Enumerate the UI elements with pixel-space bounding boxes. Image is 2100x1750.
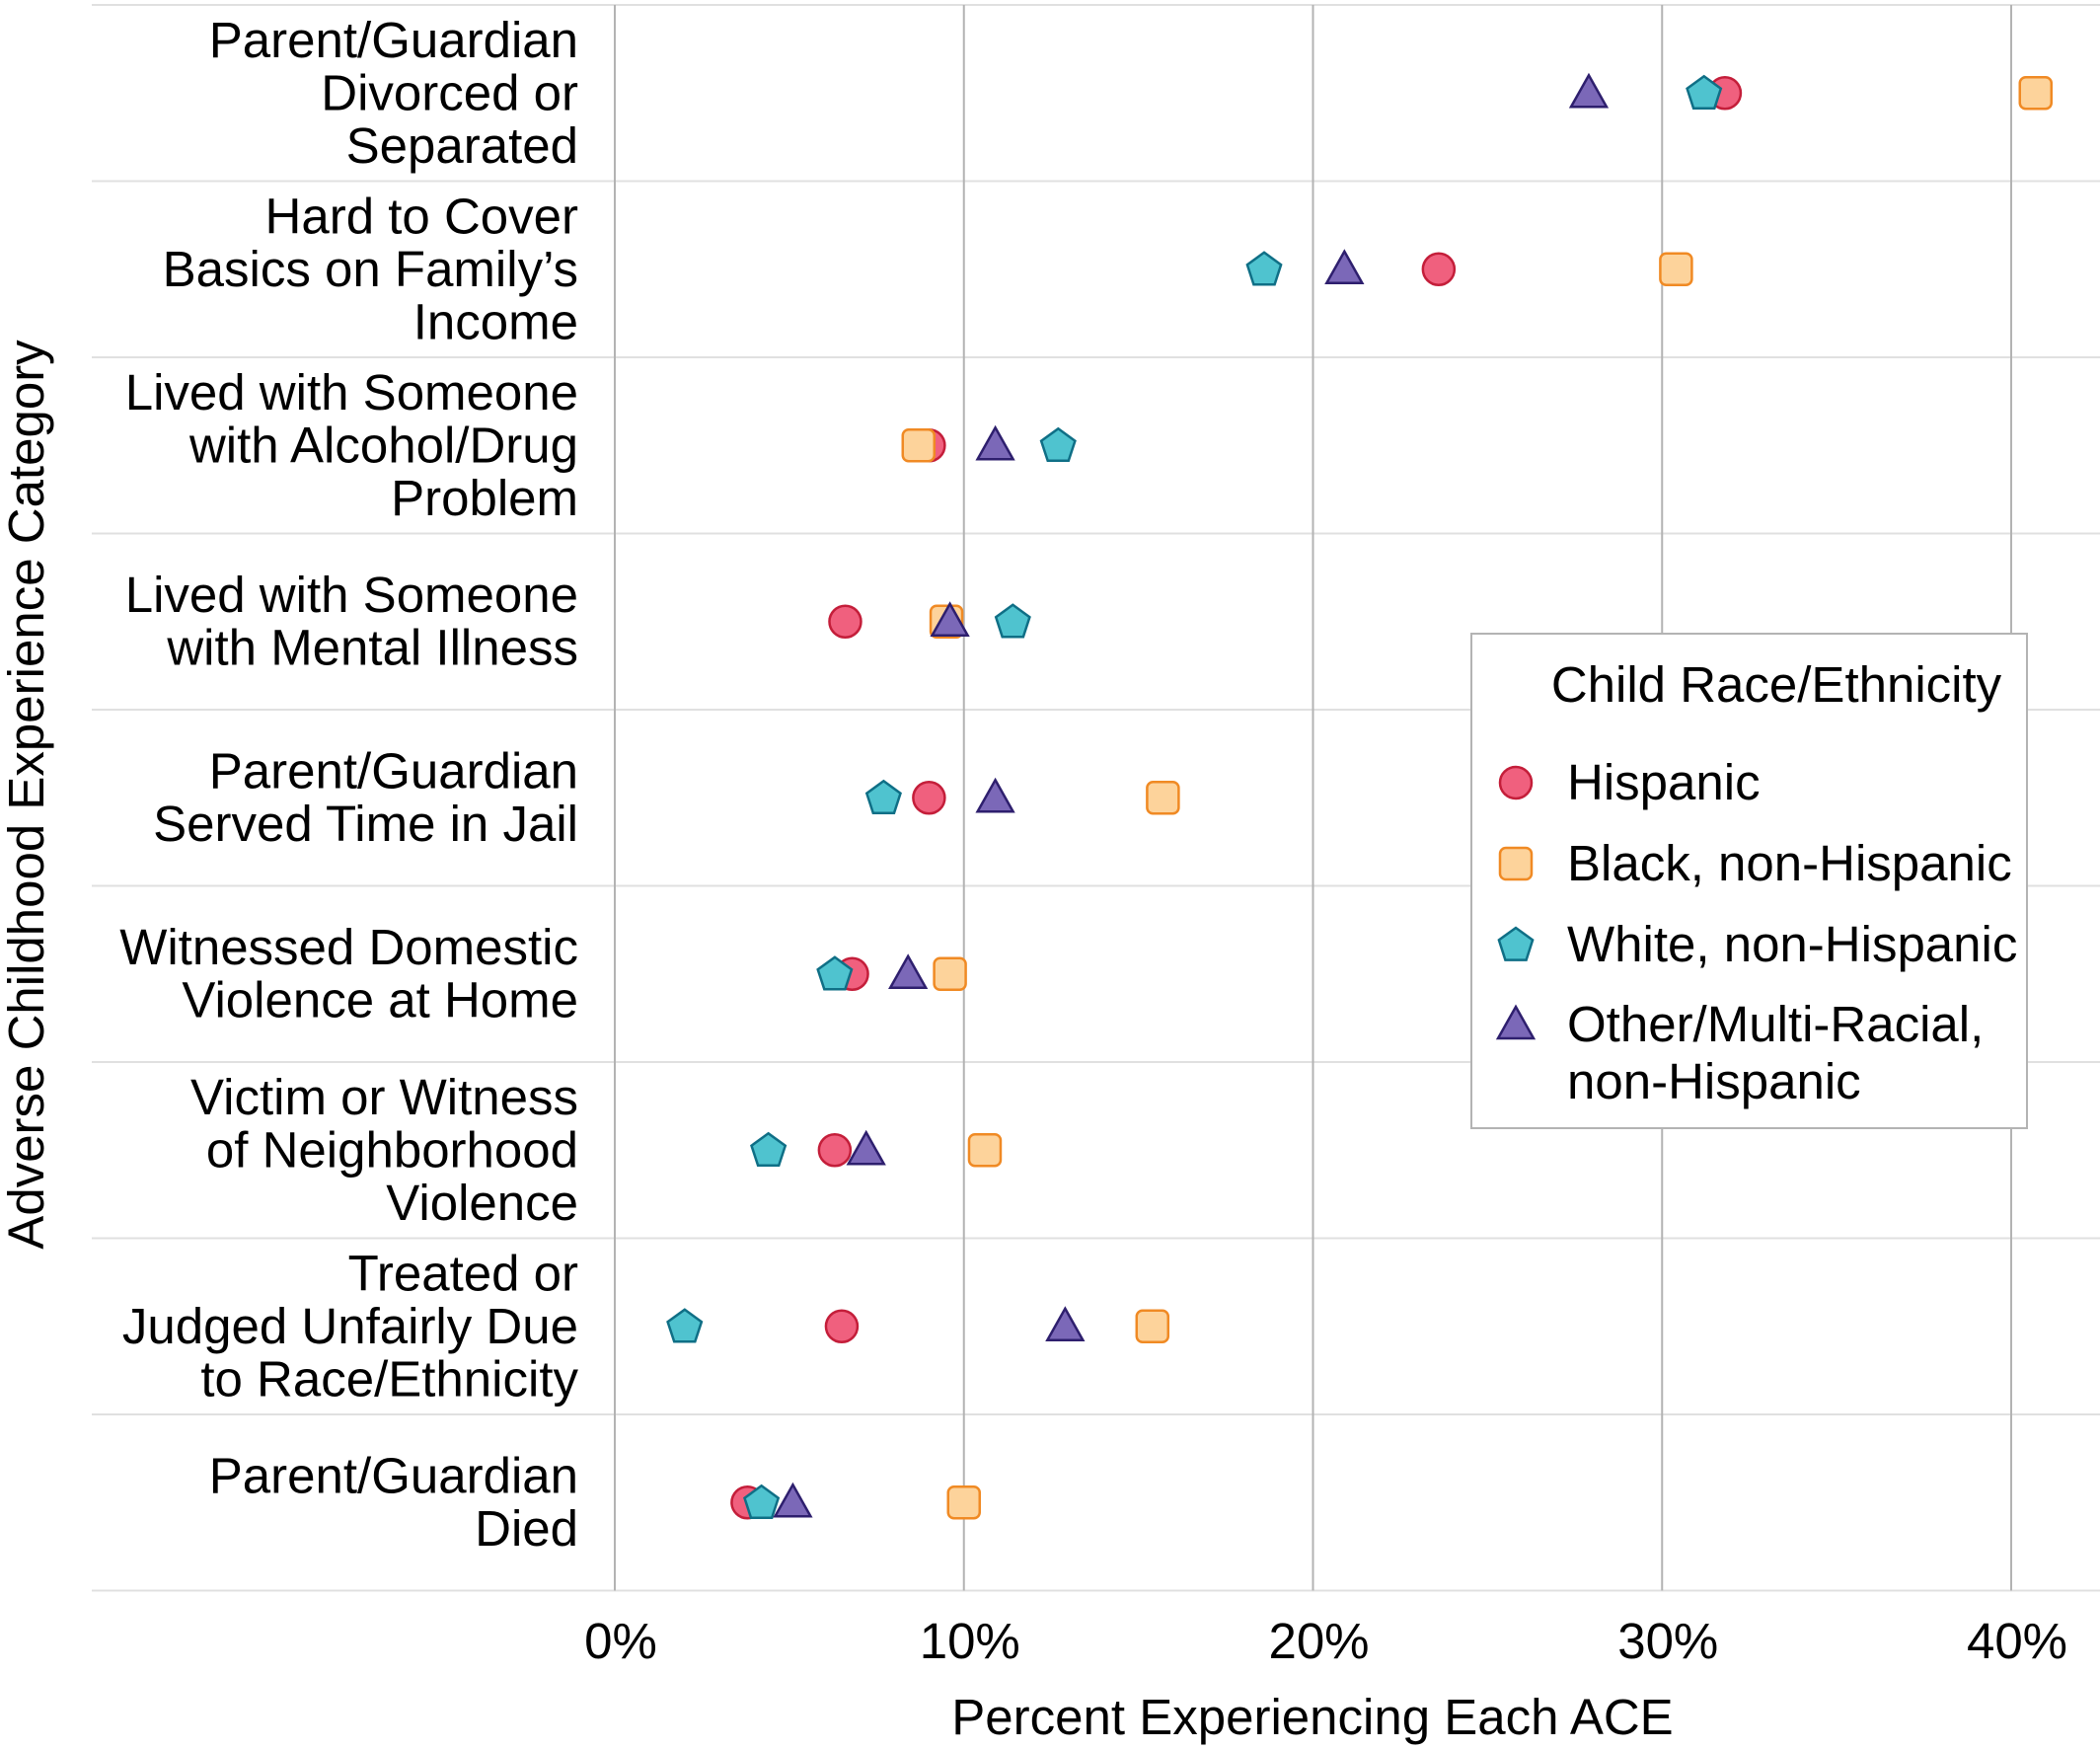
point-triangle — [930, 601, 970, 637]
point-triangle — [975, 424, 1015, 461]
point-triangle — [975, 777, 1015, 813]
point-pentagon — [743, 1484, 781, 1520]
y-axis-title: Adverse Childhood Experience Category — [0, 340, 54, 1250]
point-triangle — [846, 1129, 886, 1166]
point-pentagon — [750, 1131, 788, 1168]
point-square — [1135, 1309, 1170, 1343]
legend-box — [1470, 633, 2028, 1129]
point-pentagon — [666, 1308, 704, 1343]
point-circle — [828, 604, 862, 639]
category-label: Treated or Judged Unfairly Due to Race/Eth… — [122, 1245, 579, 1407]
point-pentagon — [994, 603, 1031, 639]
legend-marker-pentagon — [1497, 926, 1535, 961]
category-label: Lived with Someone with Alcohol/Drug Probl… — [125, 364, 578, 526]
category-label: Victim or Witness of Neighborhood Violence — [190, 1069, 578, 1231]
point-pentagon — [816, 955, 854, 991]
category-label: Hard to Cover Basics on Family’s Income — [163, 188, 578, 349]
point-triangle — [1045, 1306, 1086, 1341]
x-axis-ticks: 0% 10% 20% 30% 40% — [584, 1613, 2067, 1669]
legend-items: Hispanic Black, non-Hispanic White, non-Hi… — [1495, 754, 2017, 1109]
legend-label: Other/Multi-Racial, non-Hispanic — [1567, 996, 1984, 1109]
data-points — [666, 72, 2054, 1520]
legend-marker-circle — [1498, 765, 1534, 800]
point-pentagon — [1245, 251, 1283, 286]
point-square — [1659, 252, 1693, 286]
point-triangle — [1568, 72, 1610, 109]
x-tick-label: 30% — [1617, 1613, 1718, 1669]
point-square — [1146, 781, 1180, 815]
legend-title: Child Race/Ethnicity — [1551, 656, 2002, 713]
x-tick-label: 10% — [920, 1613, 1020, 1669]
point-square — [901, 428, 937, 463]
point-circle — [912, 781, 946, 815]
point-square — [946, 1485, 981, 1520]
category-label: Parent/Guardian Divorced or Separated — [209, 12, 578, 174]
point-circle — [824, 1309, 860, 1343]
category-labels: Parent/Guardian Divorced or SeparatedHard … — [119, 12, 578, 1557]
legend-marker-square — [1498, 846, 1534, 881]
legend-label: White, non-Hispanic — [1567, 916, 2017, 972]
point-circle — [817, 1133, 853, 1168]
x-tick-label: 20% — [1268, 1613, 1369, 1669]
x-tick-label: 0% — [584, 1613, 657, 1669]
point-triangle — [888, 953, 929, 989]
legend-marker-triangle — [1495, 1004, 1537, 1040]
category-label: Parent/Guardian Served Time in Jail — [153, 743, 578, 853]
point-pentagon — [1039, 426, 1077, 463]
category-label: Lived with Someone with Mental Illness — [125, 567, 578, 676]
legend: Child Race/Ethnicity Hispanic Black, non-… — [1470, 633, 2028, 1129]
category-label: Witnessed Domestic Violence at Home — [119, 919, 578, 1028]
point-pentagon — [1686, 74, 1723, 111]
point-square — [967, 1133, 1003, 1168]
legend-label: Black, non-Hispanic — [1567, 835, 2012, 891]
point-square — [933, 956, 967, 991]
point-triangle — [1324, 249, 1365, 284]
x-tick-label: 40% — [1967, 1613, 2067, 1669]
point-triangle — [773, 1482, 813, 1518]
point-circle — [1421, 252, 1457, 286]
legend-label: Hispanic — [1567, 754, 1761, 810]
category-label: Parent/Guardian Died — [209, 1448, 578, 1558]
point-pentagon — [864, 779, 902, 815]
point-square — [2018, 76, 2054, 111]
x-axis-title: Percent Experiencing Each ACE — [951, 1689, 1673, 1745]
